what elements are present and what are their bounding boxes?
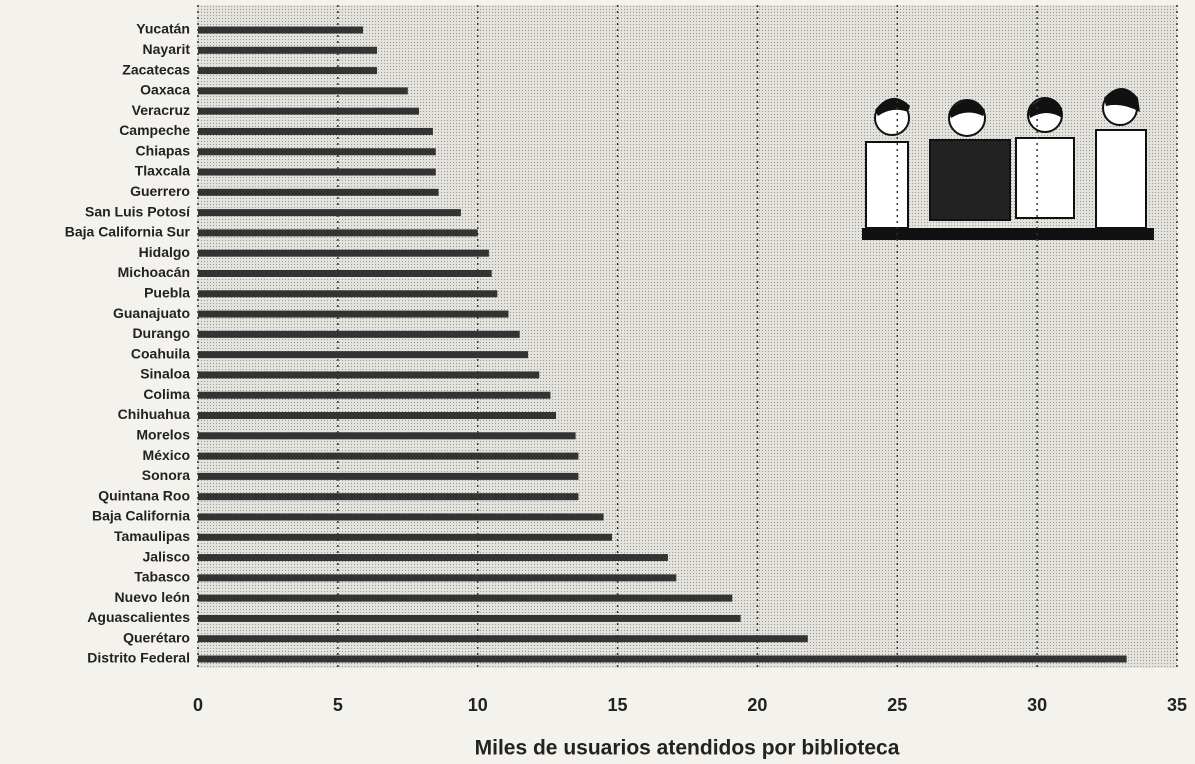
bar [198,87,408,94]
y-tick-label: Veracruz [132,102,190,118]
y-tick-label: Nuevo león [115,589,190,605]
y-tick-label: Puebla [144,284,190,300]
y-tick-label: México [143,447,190,463]
bar [198,432,576,439]
y-tick-label: Guanajuato [113,305,190,321]
bar [198,108,419,115]
bar [198,148,436,155]
x-tick-label: 15 [608,695,628,715]
bar [198,635,808,642]
bar [198,128,433,135]
bar [198,270,492,277]
bar [198,473,578,480]
y-tick-label: Nayarit [143,41,191,57]
y-tick-label: Colima [143,386,190,402]
y-tick-label: Guerrero [130,183,190,199]
x-tick-label: 35 [1167,695,1187,715]
y-tick-label: Aguascalientes [87,609,190,625]
bar [198,331,520,338]
x-tick-label: 5 [333,695,343,715]
y-tick-label: Tamaulipas [114,528,190,544]
bar [198,513,604,520]
y-tick-label: Tabasco [134,569,190,585]
bar [198,371,539,378]
bar [198,493,578,500]
x-tick-label: 0 [193,695,203,715]
y-tick-label: Quintana Roo [98,487,190,503]
bar [198,290,497,297]
bar [198,209,461,216]
bar [198,189,439,196]
x-tick-label: 10 [468,695,488,715]
y-tick-label: Durango [132,325,190,341]
bar [198,169,436,176]
bar [198,392,550,399]
bar [198,453,578,460]
y-tick-label: San Luis Potosí [85,203,191,219]
bar [198,351,528,358]
bar [198,412,556,419]
bar [198,311,508,318]
y-tick-label: Distrito Federal [87,650,190,666]
bar [198,67,377,74]
y-tick-label: Michoacán [118,264,190,280]
y-tick-label: Baja California Sur [65,224,191,240]
bar [198,554,668,561]
bar [198,250,489,257]
bar [198,615,741,622]
y-tick-label: Campeche [119,122,190,138]
x-tick-label: 30 [1027,695,1047,715]
x-tick-label: 25 [887,695,907,715]
bar [198,47,377,54]
y-tick-label: Baja California [92,508,190,524]
y-tick-label: Chiapas [136,142,191,158]
bar [198,534,612,541]
bar [198,595,732,602]
y-tick-label: Yucatán [136,21,190,37]
y-tick-label: Zacatecas [122,61,190,77]
y-tick-label: Sinaloa [140,366,190,382]
x-tick-label: 20 [747,695,767,715]
y-tick-label: Coahuila [131,345,190,361]
y-tick-label: Oaxaca [140,82,190,98]
bar [198,229,478,236]
y-tick-label: Jalisco [143,548,190,564]
chart: Miles de usuarios atendidos por bibliote… [0,0,1195,764]
x-axis-title: Miles de usuarios atendidos por bibliote… [475,737,900,760]
y-tick-label: Hidalgo [139,244,190,260]
bar [198,27,363,34]
y-tick-label: Morelos [136,427,190,443]
bar [198,574,676,581]
y-tick-label: Chihuahua [118,406,191,422]
bar [198,656,1127,663]
y-tick-label: Sonora [142,467,190,483]
y-tick-label: Tlaxcala [135,163,190,179]
y-tick-label: Querétaro [123,629,190,645]
